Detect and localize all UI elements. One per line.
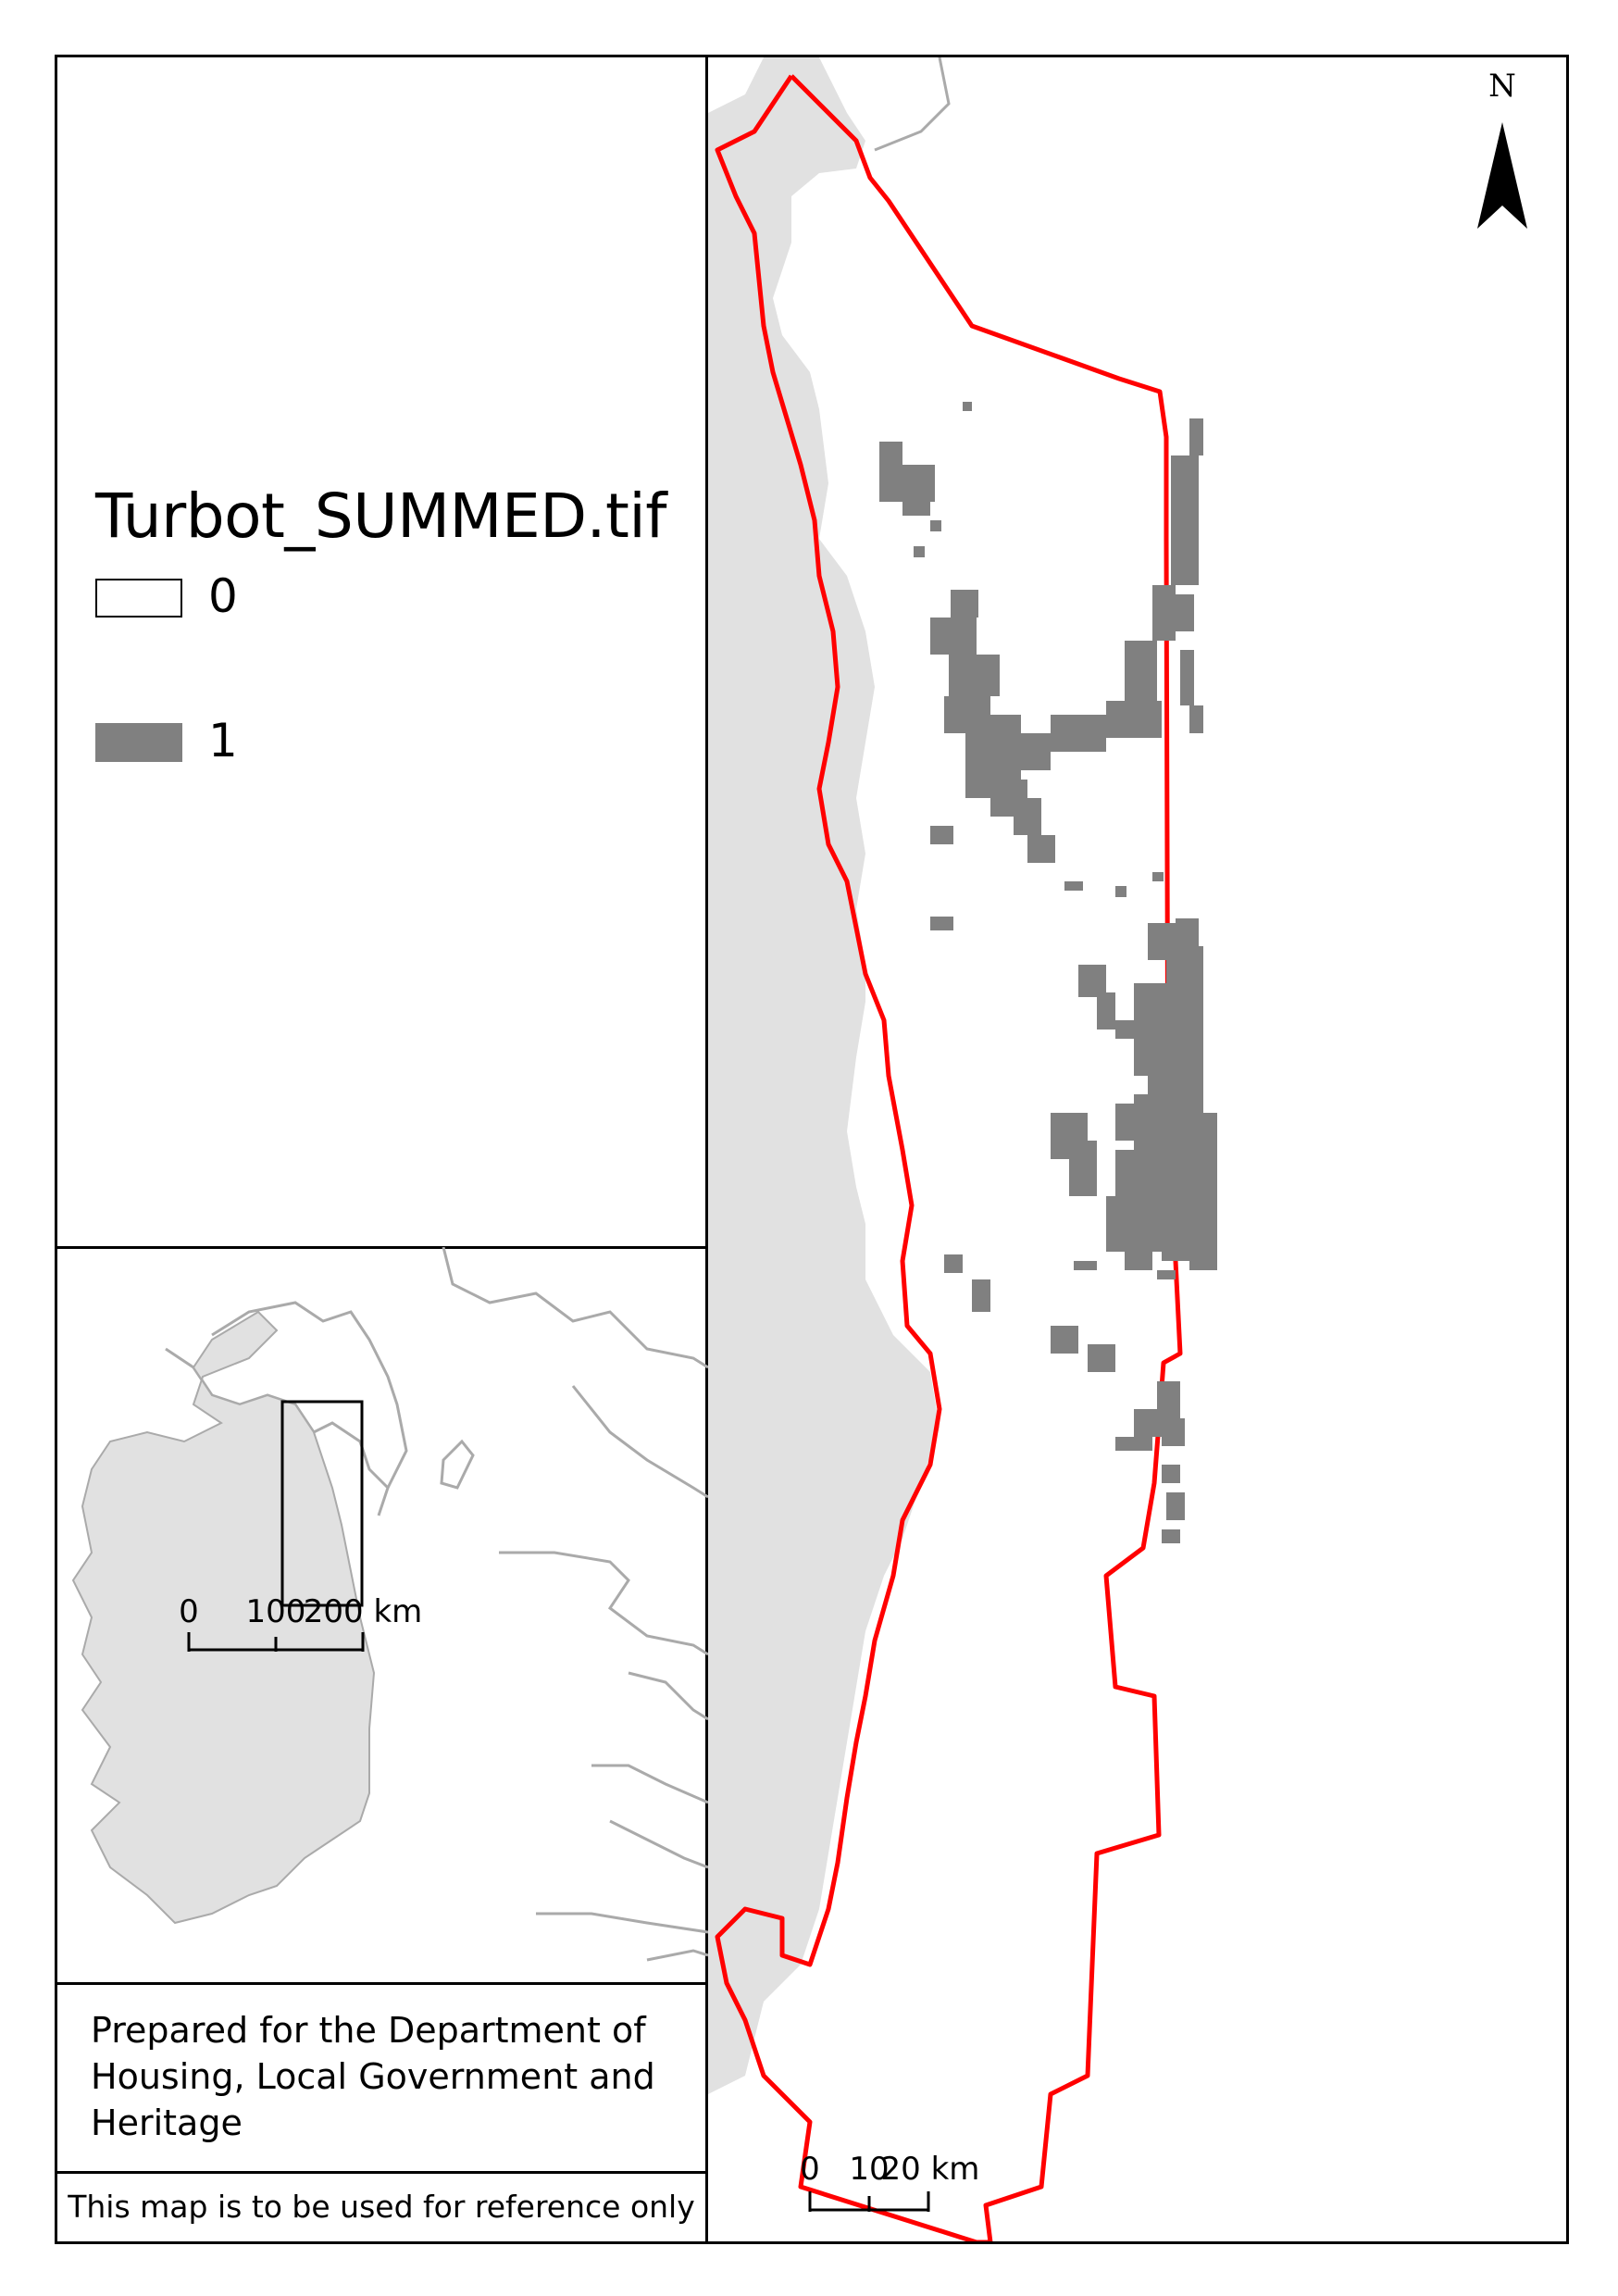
habitat-cell-53 [1088, 1344, 1115, 1372]
habitat-cell-16 [1152, 585, 1176, 641]
main-map-svg: N 0 10 20 km [708, 57, 1527, 2241]
inset-scalebar-label-200: 200 km [304, 1593, 423, 1630]
habitat-cell-45 [1162, 1196, 1217, 1261]
habitat-cell-17 [1171, 455, 1199, 585]
habitat-cell-44 [1106, 1196, 1162, 1252]
habitat-cell-8 [930, 618, 977, 655]
habitat-cell-18 [1189, 418, 1203, 455]
map-frame [55, 55, 1569, 2244]
habitat-cell-55 [1134, 1409, 1162, 1437]
habitat-cell-15 [1125, 641, 1157, 701]
habitat-cell-12 [995, 733, 1051, 770]
inset-britain-coast [442, 1247, 708, 1962]
habitat-cell-58 [1162, 1465, 1180, 1483]
legend-title: Turbot_SUMMED.tif [95, 480, 666, 552]
habitat-cell-34 [1078, 965, 1106, 997]
main-scalebar-label-20: 20 km [881, 2151, 980, 2188]
habitat-cell-25 [930, 826, 953, 844]
habitat-cell-60 [1162, 1529, 1180, 1543]
habitat-cell-26 [1064, 881, 1083, 891]
northern-coast-line [874, 57, 951, 152]
habitat-cell-13 [1051, 715, 1106, 752]
inset-ni-coast [211, 1301, 408, 1489]
inset-map-svg: 0 100 200 km [71, 1247, 708, 1962]
north-arrow-label: N [1488, 68, 1516, 105]
habitat-cell-47 [1125, 1252, 1152, 1270]
land-mass [708, 57, 940, 2094]
legend-panel: Turbot_SUMMED.tif 0 1 [55, 55, 708, 1249]
habitat-cell-48 [1157, 1270, 1176, 1279]
habitat-cell-29 [1152, 872, 1164, 881]
inset-extent-rectangle [280, 1400, 364, 1607]
habitat-cell-46 [1189, 1252, 1217, 1270]
main-scalebar-label-10: 10 [849, 2151, 889, 2188]
north-arrow-icon [1477, 122, 1527, 229]
disclaimer-text: This map is to be used for reference onl… [68, 2189, 695, 2225]
habitat-cell-28 [930, 917, 953, 930]
habitat-cell-43 [1171, 1113, 1217, 1205]
habitat-cell-21 [1189, 705, 1203, 733]
legend-swatch-0 [95, 579, 182, 618]
habitat-cell-57 [1162, 1418, 1185, 1446]
habitat-cell-50 [944, 1254, 963, 1273]
habitat-cell-35 [1097, 992, 1115, 1029]
habitat-cell-49 [1074, 1261, 1097, 1270]
habitat-cells [879, 402, 1217, 1543]
habitat-cell-56 [1115, 1437, 1152, 1451]
legend-label-1: 1 [208, 714, 238, 767]
habitat-cell-24 [1027, 835, 1055, 863]
north-arrow: N [1477, 68, 1527, 229]
habitat-cell-4 [930, 520, 941, 531]
inset-scalebar: 0 100 200 km [179, 1593, 422, 1652]
inset-isle-of-man [440, 1439, 475, 1490]
inset-scalebar-label-100: 100 [246, 1593, 306, 1630]
habitat-cell-51 [972, 1279, 990, 1312]
habitat-cell-6 [963, 402, 972, 411]
habitat-cell-27 [1115, 886, 1126, 897]
credit-panel: Prepared for the Department of Housing, … [55, 1983, 708, 2174]
credit-text: Prepared for the Department of Housing, … [91, 2010, 655, 2143]
habitat-cell-14 [1106, 701, 1162, 738]
habitat-cell-39 [1069, 1141, 1097, 1196]
habitat-cell-7 [951, 590, 978, 618]
legend-label-0: 0 [208, 569, 238, 623]
habitat-cell-31 [1176, 918, 1199, 946]
habitat-cell-2 [879, 465, 935, 502]
study-area-boundary [715, 74, 1183, 2241]
habitat-cell-52 [1051, 1326, 1078, 1354]
main-map: N 0 10 20 km [708, 57, 1566, 2241]
inset-ireland-land [71, 1310, 376, 1925]
habitat-cell-59 [1166, 1492, 1185, 1520]
habitat-cell-5 [914, 546, 925, 557]
habitat-cell-3 [902, 502, 930, 516]
habitat-cell-19 [1176, 594, 1194, 631]
legend-swatch-1 [95, 723, 182, 762]
left-column [55, 55, 708, 2244]
habitat-cell-36 [1115, 1020, 1139, 1039]
habitat-cell-1 [879, 442, 902, 465]
inset-scalebar-label-0: 0 [179, 1593, 199, 1630]
habitat-cell-20 [1180, 650, 1194, 705]
habitat-cell-9 [949, 655, 1000, 696]
disclaimer-panel: This map is to be used for reference onl… [55, 2172, 708, 2244]
main-scalebar-label-0: 0 [800, 2151, 820, 2188]
habitat-cell-23 [1014, 798, 1041, 835]
inset-map: 0 100 200 km [55, 1247, 708, 1985]
main-scalebar: 0 10 20 km [800, 2151, 979, 2212]
